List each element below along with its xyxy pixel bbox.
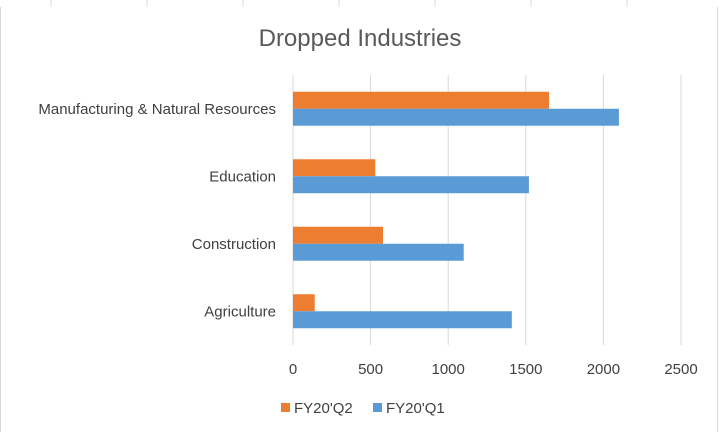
- bars: [293, 91, 619, 329]
- category-label: Manufacturing & Natural Resources: [38, 101, 276, 118]
- x-tick-label: 1000: [432, 361, 465, 378]
- bar-chart: Dropped Industries Manufacturing & Natur…: [38, 25, 698, 417]
- x-tick-label: 2500: [664, 361, 697, 378]
- bar-q1: [293, 176, 529, 194]
- x-tick-label: 2000: [587, 361, 620, 378]
- legend-label-q1: FY20'Q1: [386, 400, 445, 417]
- category-labels: Manufacturing & Natural Resources Educati…: [38, 101, 276, 321]
- category-label: Agriculture: [204, 303, 276, 320]
- x-tick-label: 0: [289, 361, 297, 378]
- chart-area[interactable]: Dropped Industries Manufacturing & Natur…: [0, 7, 718, 432]
- bar-q2: [293, 226, 384, 244]
- category-label: Construction: [192, 236, 276, 253]
- category-label: Education: [209, 168, 276, 185]
- chart-title: Dropped Industries: [259, 25, 462, 52]
- bar-q2: [293, 91, 550, 109]
- bar-q1: [293, 311, 512, 329]
- bar-q1: [293, 108, 619, 126]
- bar-q1: [293, 243, 464, 261]
- legend-swatch-q2: [281, 403, 290, 412]
- x-tick-label: 500: [358, 361, 383, 378]
- bar-q2: [293, 159, 376, 177]
- bar-q2: [293, 294, 315, 312]
- x-tick-label: 1500: [509, 361, 542, 378]
- legend-swatch-q1: [373, 403, 382, 412]
- legend: FY20'Q2 FY20'Q1: [281, 400, 445, 417]
- legend-label-q2: FY20'Q2: [294, 400, 353, 417]
- x-axis-tick-labels: 0 500 1000 1500 2000 2500: [289, 361, 698, 378]
